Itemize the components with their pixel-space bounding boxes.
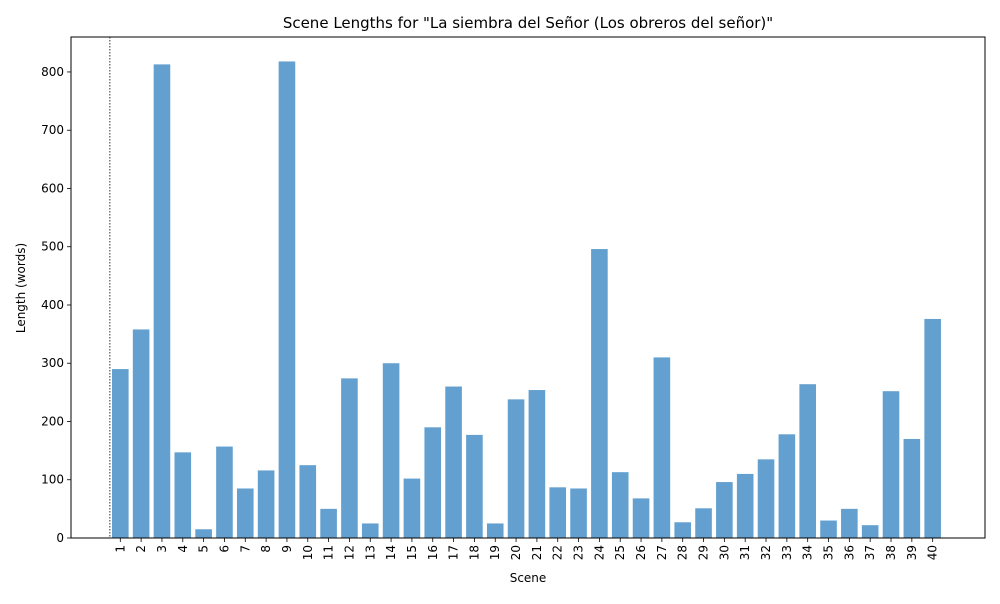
x-tick-label: 11 (322, 545, 336, 560)
bar-scene-24 (591, 249, 608, 539)
x-tick-label: 9 (280, 545, 294, 553)
bar-scene-37 (861, 525, 879, 538)
bar-scene-34 (799, 384, 816, 538)
bar-scene-12 (341, 378, 358, 538)
bar-scene-31 (736, 473, 754, 538)
bar-scene-11 (320, 508, 337, 538)
x-tick-label: 14 (384, 545, 398, 560)
bar-scene-13 (361, 523, 379, 538)
x-tick-label: 8 (259, 545, 273, 553)
x-tick-label: 4 (176, 545, 190, 553)
bar-scene-25 (611, 472, 629, 538)
bar-scene-29 (695, 508, 712, 538)
x-axis: 1 2 3 4 5 6 7 8 9 10 11 12 13 14 15 16 17 18 19 20 21 22 23 24 2… (113, 538, 940, 560)
bar-scene-20 (507, 399, 525, 538)
bar-scene-27 (653, 357, 671, 538)
bar-scene-32 (757, 459, 775, 538)
bar-scene-7 (236, 488, 254, 538)
x-tick-label: 37 (863, 545, 877, 560)
x-tick-label: 21 (530, 545, 544, 560)
bar-scene-8 (257, 470, 275, 538)
y-tick-label: 700 (41, 123, 64, 137)
bar-scene-4 (174, 452, 192, 538)
plot-frame (70, 36, 986, 539)
bar-scene-22 (549, 487, 567, 538)
bar-scene-9 (278, 61, 296, 538)
bar-scene-30 (716, 482, 733, 538)
x-tick-label: 13 (363, 545, 377, 560)
x-tick-label: 31 (738, 545, 752, 560)
x-tick-label: 39 (905, 545, 919, 560)
bar-scene-36 (841, 508, 858, 538)
bars-group (112, 61, 941, 539)
y-tick-label: 800 (41, 65, 64, 79)
x-tick-label: 29 (697, 545, 711, 560)
bar-scene-23 (570, 488, 587, 538)
bar-scene-15 (403, 478, 421, 538)
x-tick-label: 25 (613, 545, 627, 560)
x-axis-label: Scene (510, 571, 547, 585)
x-tick-label: 16 (426, 545, 440, 560)
y-axis-label: Length (words) (14, 243, 28, 333)
x-tick-label: 17 (447, 545, 461, 560)
x-tick-label: 1 (113, 545, 127, 553)
x-tick-label: 33 (780, 545, 794, 560)
y-tick-label: 300 (41, 356, 64, 370)
bar-scene-14 (382, 363, 400, 538)
bar-scene-5 (195, 529, 212, 538)
bar-scene-26 (632, 498, 650, 538)
x-tick-label: 3 (155, 545, 169, 553)
bar-scene-3 (153, 64, 171, 538)
bar-scene-38 (882, 391, 900, 538)
y-tick-label: 200 (41, 414, 64, 428)
x-tick-label: 24 (592, 545, 606, 560)
x-tick-label: 34 (801, 545, 815, 560)
bar-scene-19 (486, 523, 504, 538)
y-axis: 0 100 200 300 400 500 600 700 800 (41, 65, 71, 545)
bar-scene-1 (112, 369, 129, 538)
bar-scene-28 (674, 522, 692, 538)
x-tick-label: 18 (467, 545, 481, 560)
x-tick-label: 38 (884, 545, 898, 560)
x-tick-label: 20 (509, 545, 523, 560)
bar-scene-40 (924, 318, 941, 538)
x-tick-label: 26 (634, 545, 648, 560)
x-tick-label: 40 (926, 545, 940, 560)
x-tick-label: 2 (134, 545, 148, 553)
x-tick-label: 30 (717, 545, 731, 560)
bar-scene-33 (778, 434, 796, 538)
bar-scene-21 (528, 390, 546, 538)
x-tick-label: 27 (655, 545, 669, 560)
x-tick-label: 32 (759, 545, 773, 560)
bar-scene-39 (903, 438, 921, 538)
y-tick-label: 100 (41, 473, 64, 487)
y-tick-label: 600 (41, 181, 64, 195)
bar-scene-10 (299, 465, 317, 538)
x-tick-label: 35 (822, 545, 836, 560)
y-tick-label: 500 (41, 240, 64, 254)
x-tick-label: 36 (842, 545, 856, 560)
y-tick-label: 0 (56, 531, 64, 545)
x-tick-label: 12 (342, 545, 356, 560)
bar-scene-18 (466, 434, 483, 538)
bar-scene-2 (132, 329, 150, 538)
x-tick-label: 19 (488, 545, 502, 560)
x-tick-label: 23 (572, 545, 586, 560)
bar-scene-17 (445, 386, 462, 538)
x-tick-label: 22 (551, 545, 565, 560)
y-tick-label: 400 (41, 298, 64, 312)
chart-title: Scene Lengths for "La siembra del Señor … (283, 14, 773, 32)
bar-scene-6 (216, 446, 233, 538)
x-tick-label: 5 (197, 545, 211, 553)
bar-scene-35 (820, 520, 837, 538)
x-tick-label: 28 (676, 545, 690, 560)
x-tick-label: 10 (301, 545, 315, 560)
x-tick-label: 15 (405, 545, 419, 560)
x-tick-label: 7 (238, 545, 252, 553)
bar-scene-16 (424, 427, 442, 538)
x-tick-label: 6 (217, 545, 231, 553)
